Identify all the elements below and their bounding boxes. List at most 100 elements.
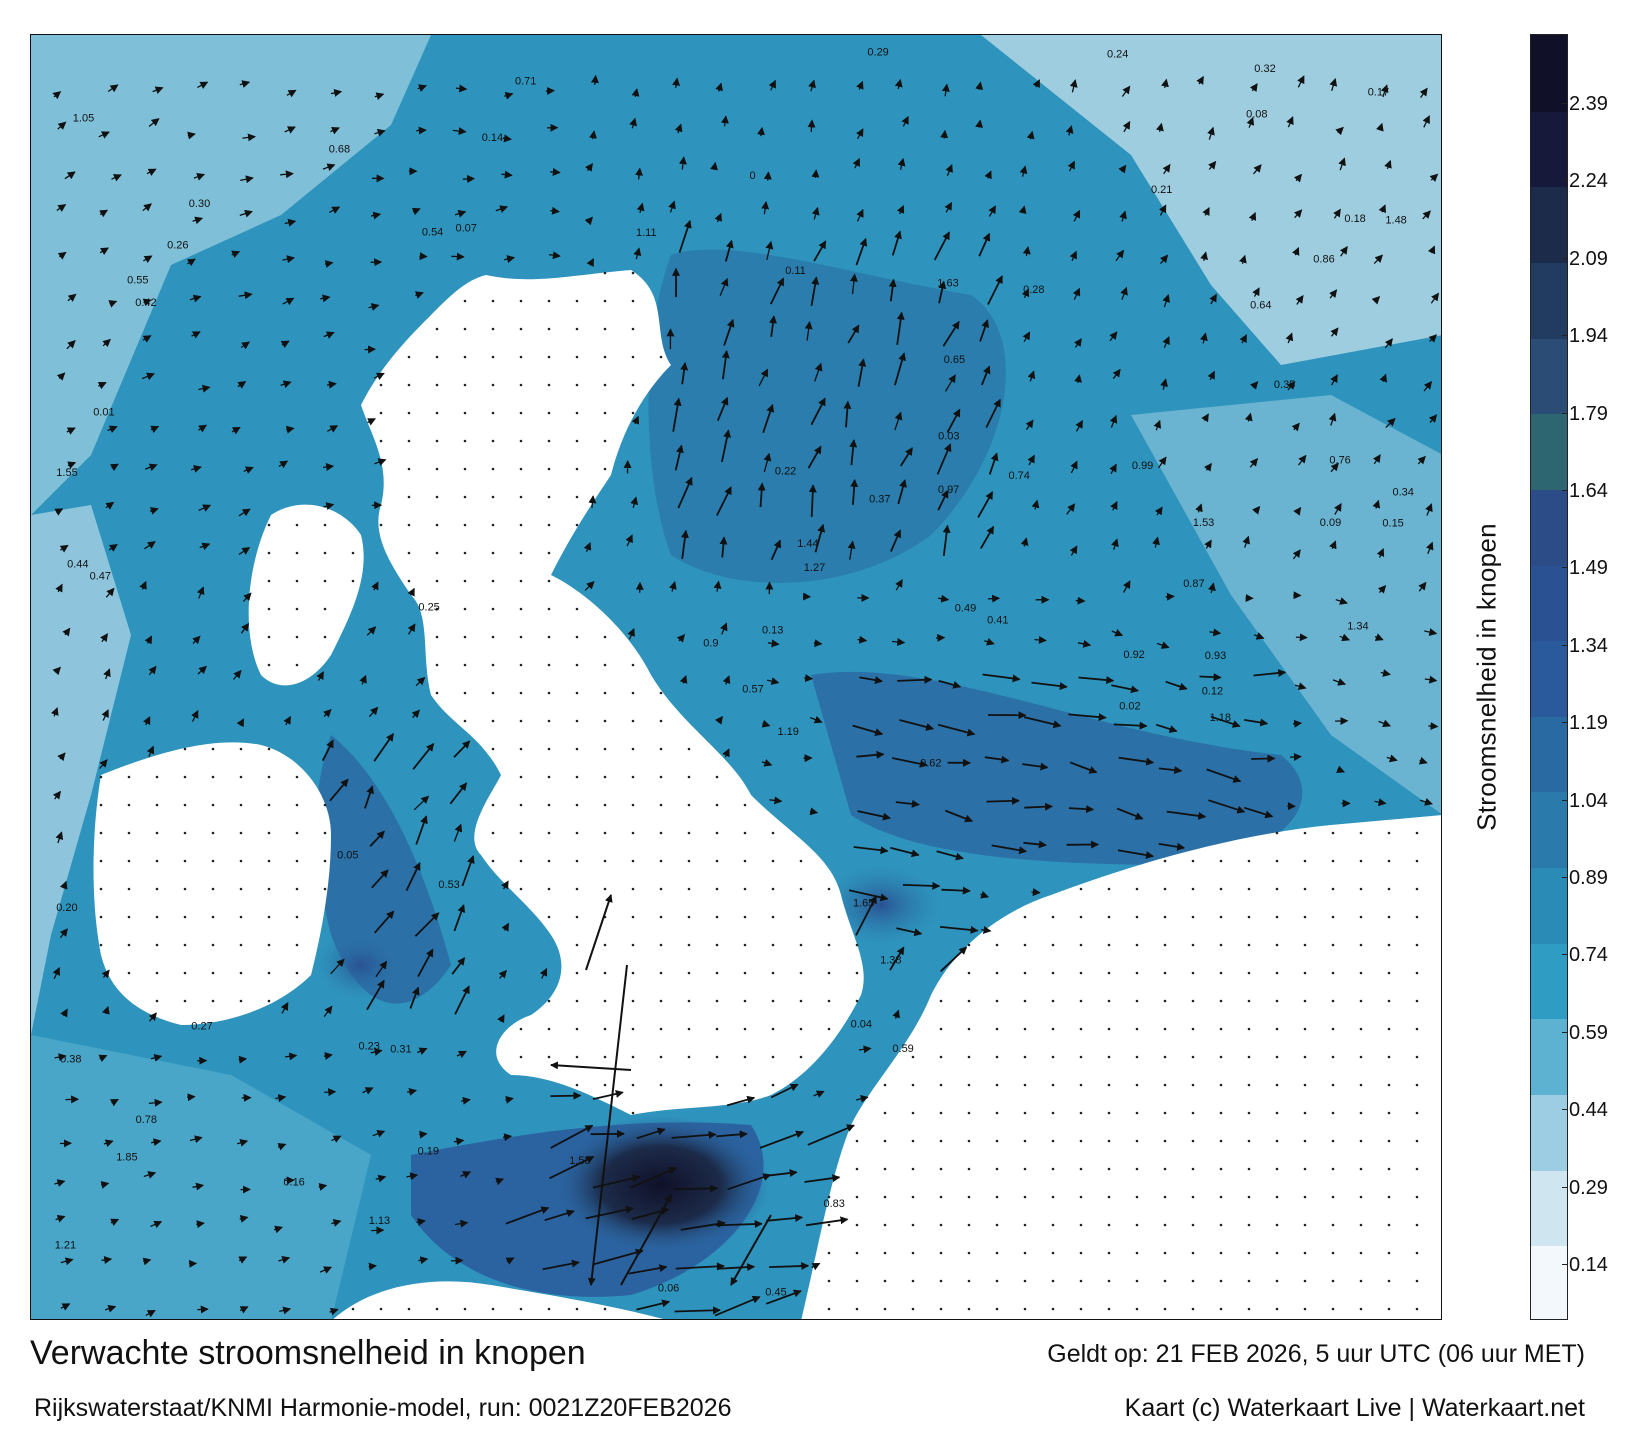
grid-dot xyxy=(1135,1167,1139,1171)
velocity-arrow xyxy=(415,676,426,687)
grid-dot xyxy=(1107,1195,1111,1199)
velocity-arrow xyxy=(373,732,395,762)
grid-dot xyxy=(547,859,551,863)
velocity-arrow xyxy=(273,1225,283,1234)
grid-dot xyxy=(575,999,579,1003)
grid-dot xyxy=(1247,1027,1251,1031)
grid-dot xyxy=(575,467,579,471)
velocity-arrow xyxy=(328,206,341,214)
speed-value-label: 0.41 xyxy=(987,615,1008,627)
grid-dot xyxy=(519,1055,523,1059)
grid-dot xyxy=(1079,887,1083,891)
grid-dot xyxy=(1023,1279,1027,1283)
velocity-arrow xyxy=(1372,454,1381,465)
velocity-arrow xyxy=(413,795,430,811)
velocity-arrow xyxy=(52,966,60,980)
velocity-arrow xyxy=(501,922,510,932)
grid-dot xyxy=(1107,915,1111,919)
velocity-arrow xyxy=(847,540,856,560)
velocity-arrow xyxy=(282,255,295,264)
grid-dot xyxy=(687,971,691,975)
grid-dot xyxy=(631,915,635,919)
velocity-arrow xyxy=(1034,635,1047,644)
grid-dot xyxy=(1023,1027,1027,1031)
grid-dot xyxy=(211,831,215,835)
velocity-arrow xyxy=(238,1055,248,1064)
velocity-arrow xyxy=(804,321,813,341)
colorbar-segment xyxy=(1531,640,1567,717)
grid-dot xyxy=(1191,971,1195,975)
speed-value-label: 0.30 xyxy=(189,198,210,210)
grid-dot xyxy=(1359,1307,1363,1311)
speed-value-label: 0.20 xyxy=(56,902,77,914)
velocity-arrow xyxy=(1162,294,1171,308)
velocity-arrow xyxy=(99,759,108,769)
grid-dot xyxy=(463,467,467,471)
grid-dot xyxy=(575,1083,579,1087)
grid-dot xyxy=(519,775,523,779)
velocity-arrow xyxy=(407,623,416,635)
grid-dot xyxy=(1107,1083,1111,1087)
grid-dot xyxy=(575,943,579,947)
velocity-arrow xyxy=(503,255,516,263)
velocity-arrow xyxy=(975,119,984,129)
grid-dot xyxy=(799,999,803,1003)
velocity-arrow xyxy=(714,1295,761,1317)
grid-dot xyxy=(323,579,327,583)
grid-dot xyxy=(463,327,467,331)
grid-dot xyxy=(519,551,523,555)
velocity-arrow xyxy=(629,117,637,129)
grid-dot xyxy=(519,663,523,667)
velocity-arrow xyxy=(99,247,109,256)
grid-dot xyxy=(1303,1307,1307,1311)
velocity-arrow xyxy=(1210,715,1241,728)
grid-dot xyxy=(967,1111,971,1115)
velocity-arrow xyxy=(55,1214,66,1223)
velocity-arrow xyxy=(197,81,209,89)
grid-dot xyxy=(1331,1223,1335,1227)
velocity-arrow xyxy=(545,87,555,96)
grid-dot xyxy=(1163,1167,1167,1171)
velocity-arrow xyxy=(633,247,642,260)
velocity-arrow xyxy=(984,755,1010,764)
speed-value-label: 0.47 xyxy=(90,571,111,583)
speed-value-label: 0.18 xyxy=(1344,213,1365,225)
grid-dot xyxy=(463,691,467,695)
grid-dot xyxy=(1247,859,1251,863)
grid-dot xyxy=(239,971,243,975)
grid-dot xyxy=(183,999,187,1003)
velocity-arrow xyxy=(631,415,640,425)
grid-dot xyxy=(1135,999,1139,1003)
velocity-arrow xyxy=(984,170,992,180)
grid-dot xyxy=(995,971,999,975)
grid-dot xyxy=(1219,1195,1223,1199)
velocity-arrow xyxy=(66,427,76,435)
grid-dot xyxy=(715,971,719,975)
colorbar-tick-label: 0.89 xyxy=(1562,867,1608,889)
colorbar-tick-label: 2.24 xyxy=(1562,170,1608,193)
grid-dot xyxy=(1359,1223,1363,1227)
velocity-arrow xyxy=(1374,633,1384,641)
velocity-arrow xyxy=(808,484,817,517)
grid-dot xyxy=(1415,943,1419,947)
grid-dot xyxy=(1219,887,1223,891)
colorbar-tick-label: 0.14 xyxy=(1562,1254,1608,1276)
velocity-arrow xyxy=(853,846,889,855)
velocity-arrow xyxy=(1373,254,1383,265)
grid-dot xyxy=(603,411,607,415)
grid-dot xyxy=(575,411,579,415)
velocity-arrow xyxy=(938,280,947,304)
velocity-arrow xyxy=(417,1047,428,1055)
velocity-arrow xyxy=(145,1309,156,1318)
velocity-arrow xyxy=(375,1174,387,1183)
velocity-arrow xyxy=(187,131,196,140)
grid-dot xyxy=(1023,999,1027,1003)
velocity-arrow xyxy=(278,460,289,469)
grid-dot xyxy=(603,383,607,387)
grid-dot xyxy=(715,1083,719,1087)
grid-dot xyxy=(491,803,495,807)
grid-dot xyxy=(855,971,859,975)
velocity-arrow xyxy=(636,202,645,214)
speed-value-label: 0.76 xyxy=(1329,454,1350,466)
velocity-arrow xyxy=(805,1216,849,1227)
